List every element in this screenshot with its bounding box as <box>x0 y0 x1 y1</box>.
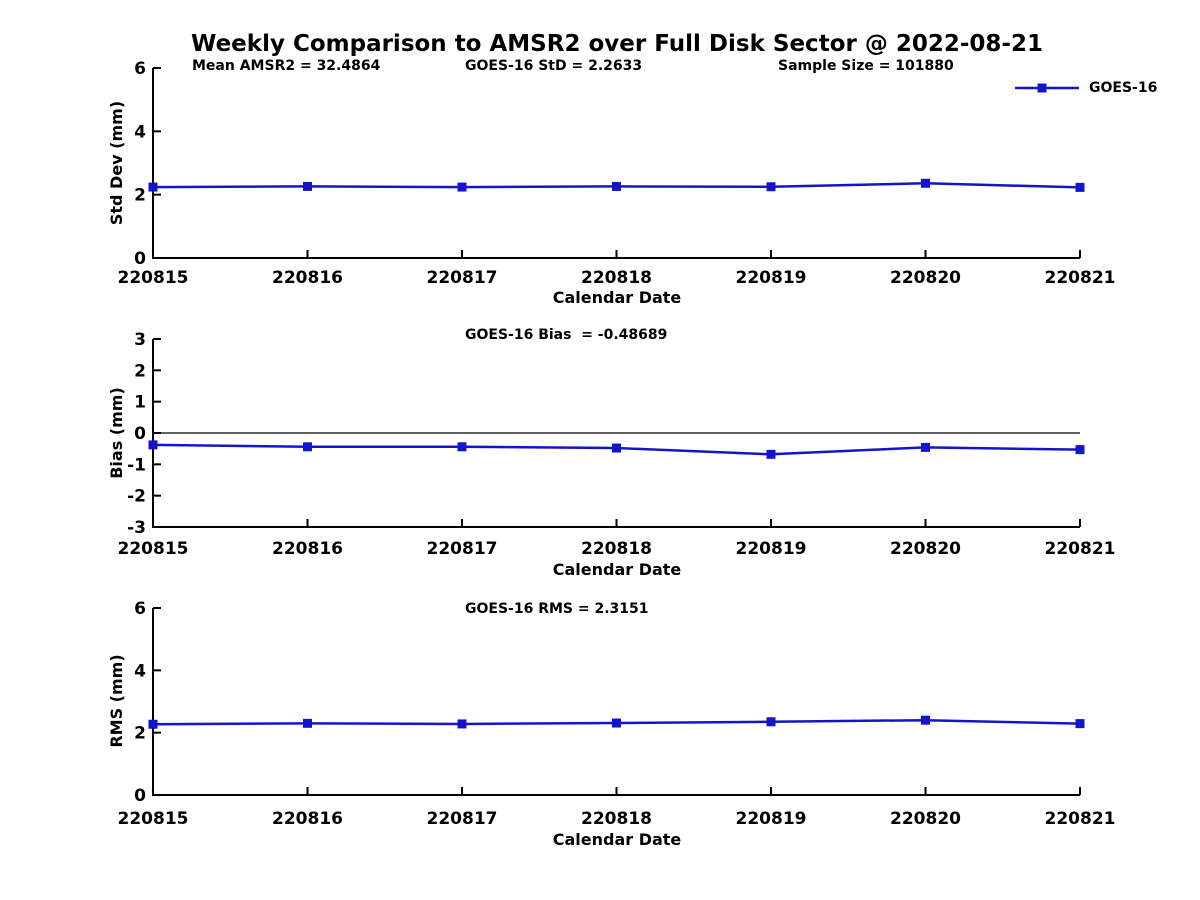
y-tick-label: 1 <box>134 393 146 413</box>
y-tick-label: 3 <box>134 330 146 350</box>
x-tick-label: 220819 <box>736 809 807 829</box>
figure-title: Weekly Comparison to AMSR2 over Full Dis… <box>191 31 1043 57</box>
x-tick-label: 220821 <box>1045 268 1116 288</box>
x-axis-label-calendar-date: Calendar Date <box>552 288 682 307</box>
x-tick-label: 220817 <box>427 809 498 829</box>
x-tick-label: 220816 <box>272 539 343 559</box>
legend-label: GOES-16 <box>1089 80 1158 96</box>
data-point-marker <box>766 449 776 459</box>
annotation-goes16-rms: GOES-16 RMS = 2.3151 <box>465 601 649 617</box>
data-point-marker <box>766 717 776 727</box>
data-point-marker <box>612 443 621 453</box>
x-axis-label-calendar-date: Calendar Date <box>552 830 682 849</box>
y-tick-label: 0 <box>134 424 146 444</box>
y-tick-label: 2 <box>134 186 146 206</box>
x-tick-label: 220815 <box>118 268 189 288</box>
data-point-marker <box>921 442 930 452</box>
data-point-marker <box>303 718 312 728</box>
annotation-goes16-std: GOES-16 StD = 2.2633 <box>465 58 643 74</box>
data-point-marker <box>1075 445 1085 455</box>
y-tick-label: 0 <box>134 249 146 269</box>
x-tick-label: 220817 <box>427 268 498 288</box>
y-tick-label: 2 <box>134 724 146 744</box>
x-tick-label: 220820 <box>890 809 961 829</box>
data-point-marker <box>1075 182 1085 192</box>
x-tick-label: 220818 <box>581 809 652 829</box>
x-tick-label: 220817 <box>427 539 498 559</box>
x-tick-label: 220818 <box>581 539 652 559</box>
x-tick-label: 220815 <box>118 539 189 559</box>
rms-plot-area: 220815 220816 220817 220818 220819 220820 2208… <box>118 599 1116 829</box>
data-point-marker <box>457 182 467 192</box>
y-tick-label: 6 <box>134 599 146 619</box>
data-point-marker <box>921 178 930 188</box>
x-tick-label: 220816 <box>272 809 343 829</box>
data-point-marker <box>148 182 158 192</box>
annotation-mean-amsr2: Mean AMSR2 = 32.4864 <box>192 58 381 74</box>
data-point-marker <box>148 440 158 450</box>
legend: GOES-16 <box>1012 80 1157 96</box>
annotation-goes16-bias: GOES-16 Bias = -0.48689 <box>465 327 668 343</box>
x-tick-label: 220820 <box>890 539 961 559</box>
legend-marker <box>1037 83 1047 93</box>
y-tick-label: 2 <box>134 361 146 381</box>
bias-plot-area: 220815 220816 220817 220818 220819 220820 2208… <box>118 330 1116 559</box>
x-tick-label: 220819 <box>736 268 807 288</box>
data-point-marker <box>612 718 621 728</box>
y-tick-label: -2 <box>127 487 146 507</box>
x-tick-label: 220821 <box>1045 539 1116 559</box>
y-tick-label: -1 <box>127 455 146 475</box>
std-dev-plot-area: 220815 220816 220817 220818 220819 220820 2208… <box>118 59 1116 288</box>
data-point-marker <box>921 715 930 725</box>
data-point-marker <box>303 181 312 191</box>
x-tick-label: 220820 <box>890 268 961 288</box>
data-point-marker <box>457 719 467 729</box>
x-tick-label: 220815 <box>118 809 189 829</box>
data-point-marker <box>148 719 158 729</box>
data-point-marker <box>1075 719 1085 729</box>
data-point-marker <box>612 181 621 191</box>
x-tick-label: 220816 <box>272 268 343 288</box>
data-point-marker <box>457 442 467 452</box>
data-point-marker <box>303 442 312 452</box>
y-tick-label: 4 <box>134 661 146 681</box>
x-tick-label: 220821 <box>1045 809 1116 829</box>
x-axis-label-calendar-date: Calendar Date <box>552 560 682 579</box>
y-tick-label: 0 <box>134 786 146 806</box>
x-tick-label: 220819 <box>736 539 807 559</box>
x-tick-label: 220818 <box>581 268 652 288</box>
annotation-sample-size: Sample Size = 101880 <box>778 58 954 74</box>
y-tick-label: 6 <box>134 59 146 79</box>
y-tick-label: -3 <box>127 518 146 538</box>
legend-line-marker-icon <box>1015 83 1079 93</box>
y-tick-label: 4 <box>134 122 146 142</box>
data-point-marker <box>766 182 776 192</box>
